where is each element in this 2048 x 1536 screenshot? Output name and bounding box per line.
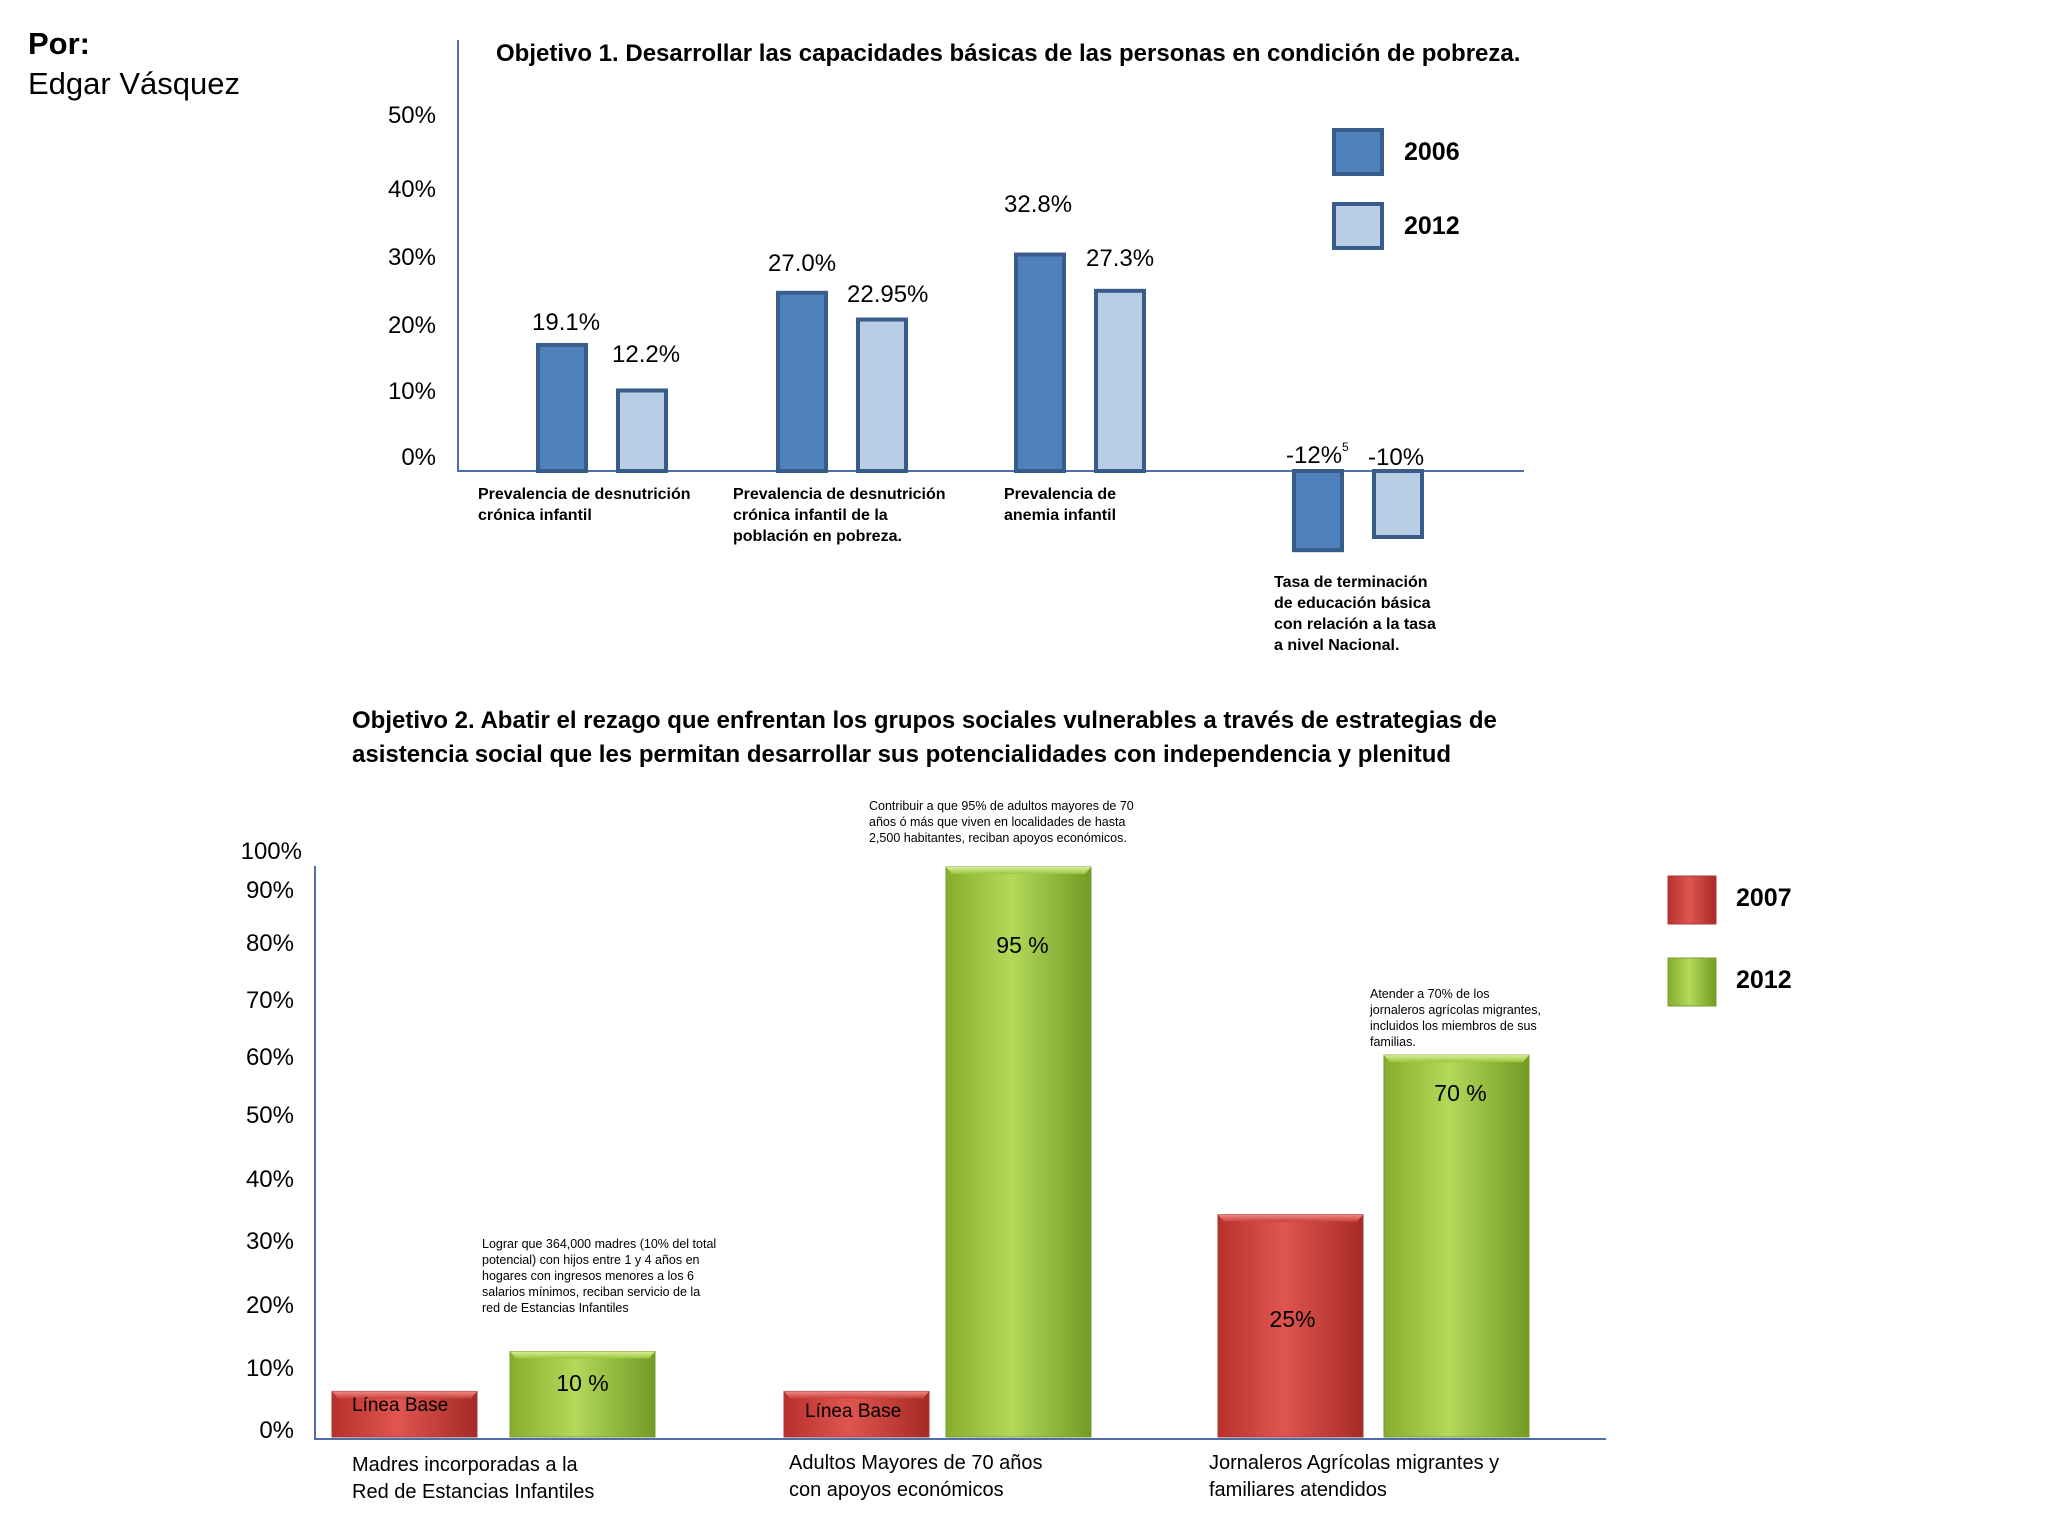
bar-2012 (856, 317, 908, 473)
legend-2012-label: 2012 (1404, 212, 1460, 240)
chart2-note: Lograr que 364,000 madres (10% del total… (482, 1237, 717, 1315)
bar-2006 (1014, 252, 1066, 473)
chart1-y-tick: 30% (387, 244, 436, 271)
chart1-category-label: Prevalencia de desnutrición crónica infa… (478, 486, 691, 524)
chart2-category-label: Madres incorporadas a la Red de Estancias… (352, 1454, 595, 1503)
legend-2007-swatch (1667, 875, 1717, 925)
value-label: 32.8% (1004, 191, 1073, 218)
chart1-category-label: Prevalencia de anemia infantil (1004, 486, 1117, 524)
chart2-note: Contribuir a que 95% de adultos mayores … (869, 799, 1134, 845)
bar-top-bevel (1218, 1214, 1363, 1222)
bar-2012 (616, 388, 668, 474)
chart2-category-label: Jornaleros Agrícolas migrantes y familiar… (1209, 1452, 1500, 1501)
bar-top-bevel (332, 1391, 477, 1399)
bar-label: Línea Base (805, 1401, 902, 1422)
chart2-y-tick: 60% (245, 1044, 294, 1071)
chart1-category-label: Prevalencia de desnutrición crónica infan… (733, 486, 946, 545)
value-label: 22.95% (847, 281, 929, 308)
bar-2012 (1383, 1054, 1530, 1438)
bar-label: 10 % (556, 1370, 609, 1396)
chart1-y-tick: 10% (387, 378, 436, 405)
chart2-title: Objetivo 2. Abatir el rezago que enfrent… (352, 707, 1497, 768)
bar-2007 (1217, 1214, 1364, 1438)
bar-label: 25% (1269, 1306, 1316, 1332)
legend-2006-label: 2006 (1404, 138, 1460, 166)
chart2-y-tick: 90% (245, 877, 294, 904)
chart2-y-tick: 0% (259, 1417, 294, 1444)
bar-top-bevel (784, 1391, 929, 1399)
author-name: Edgar Vásquez (28, 66, 240, 101)
bar-label: 95 % (996, 932, 1049, 958)
bar-2006 (536, 342, 588, 473)
legend-2012b-swatch (1667, 957, 1717, 1007)
chart2-y-tick: 100% (240, 838, 302, 865)
chart1-category-label: Tasa de terminación de educación básica co… (1274, 574, 1436, 654)
legend-2012b-label: 2012 (1736, 966, 1792, 994)
legend-2006-swatch (1332, 128, 1384, 176)
chart2-y-tick: 70% (245, 987, 294, 1014)
legend-2012-swatch (1332, 202, 1384, 250)
chart2-category-label: Adultos Mayores de 70 años con apoyos eco… (789, 1452, 1043, 1501)
chart2-y-tick: 30% (245, 1228, 294, 1255)
bar-2012 (945, 866, 1092, 1438)
value-label: -10% (1368, 444, 1425, 471)
chart2-note: Atender a 70% de los jornaleros agrícolas… (1370, 987, 1541, 1049)
footnote-marker: 5 (1342, 440, 1349, 454)
legend-2007-label: 2007 (1736, 884, 1792, 912)
chart2-y-tick: 50% (245, 1102, 294, 1129)
bar-top-bevel (946, 867, 1091, 874)
bar-label: Línea Base (352, 1395, 449, 1416)
bar-2006 (776, 290, 828, 473)
bar-2012 (1372, 469, 1424, 539)
chart1-y-tick: 0% (401, 444, 436, 471)
chart2-y-tick: 10% (245, 1355, 294, 1382)
chart1-y-tick: 20% (387, 312, 436, 339)
chart2-y-tick: 40% (245, 1166, 294, 1193)
bar-top-bevel (510, 1351, 655, 1359)
chart1-title: Objetivo 1. Desarrollar las capacidades … (496, 40, 1521, 67)
value-label: 12.2% (612, 341, 681, 368)
bar-2012 (509, 1351, 656, 1438)
bar-top-bevel (1384, 1055, 1529, 1063)
bar-2006 (1292, 469, 1344, 553)
chart1-y-tick: 40% (387, 176, 436, 203)
chart2-y-tick: 80% (245, 930, 294, 957)
value-label: 19.1% (532, 309, 601, 336)
chart2-y-tick: 20% (245, 1292, 294, 1319)
author-label: Por: (28, 26, 90, 61)
bar-2012 (1094, 288, 1146, 473)
value-label: 27.0% (768, 250, 837, 277)
value-label: 27.3% (1086, 245, 1155, 272)
value-label: -12%5 (1286, 440, 1349, 469)
chart1-y-tick: 50% (387, 102, 436, 129)
bar-2007 (331, 1390, 478, 1438)
bar-label: 70 % (1434, 1080, 1487, 1106)
